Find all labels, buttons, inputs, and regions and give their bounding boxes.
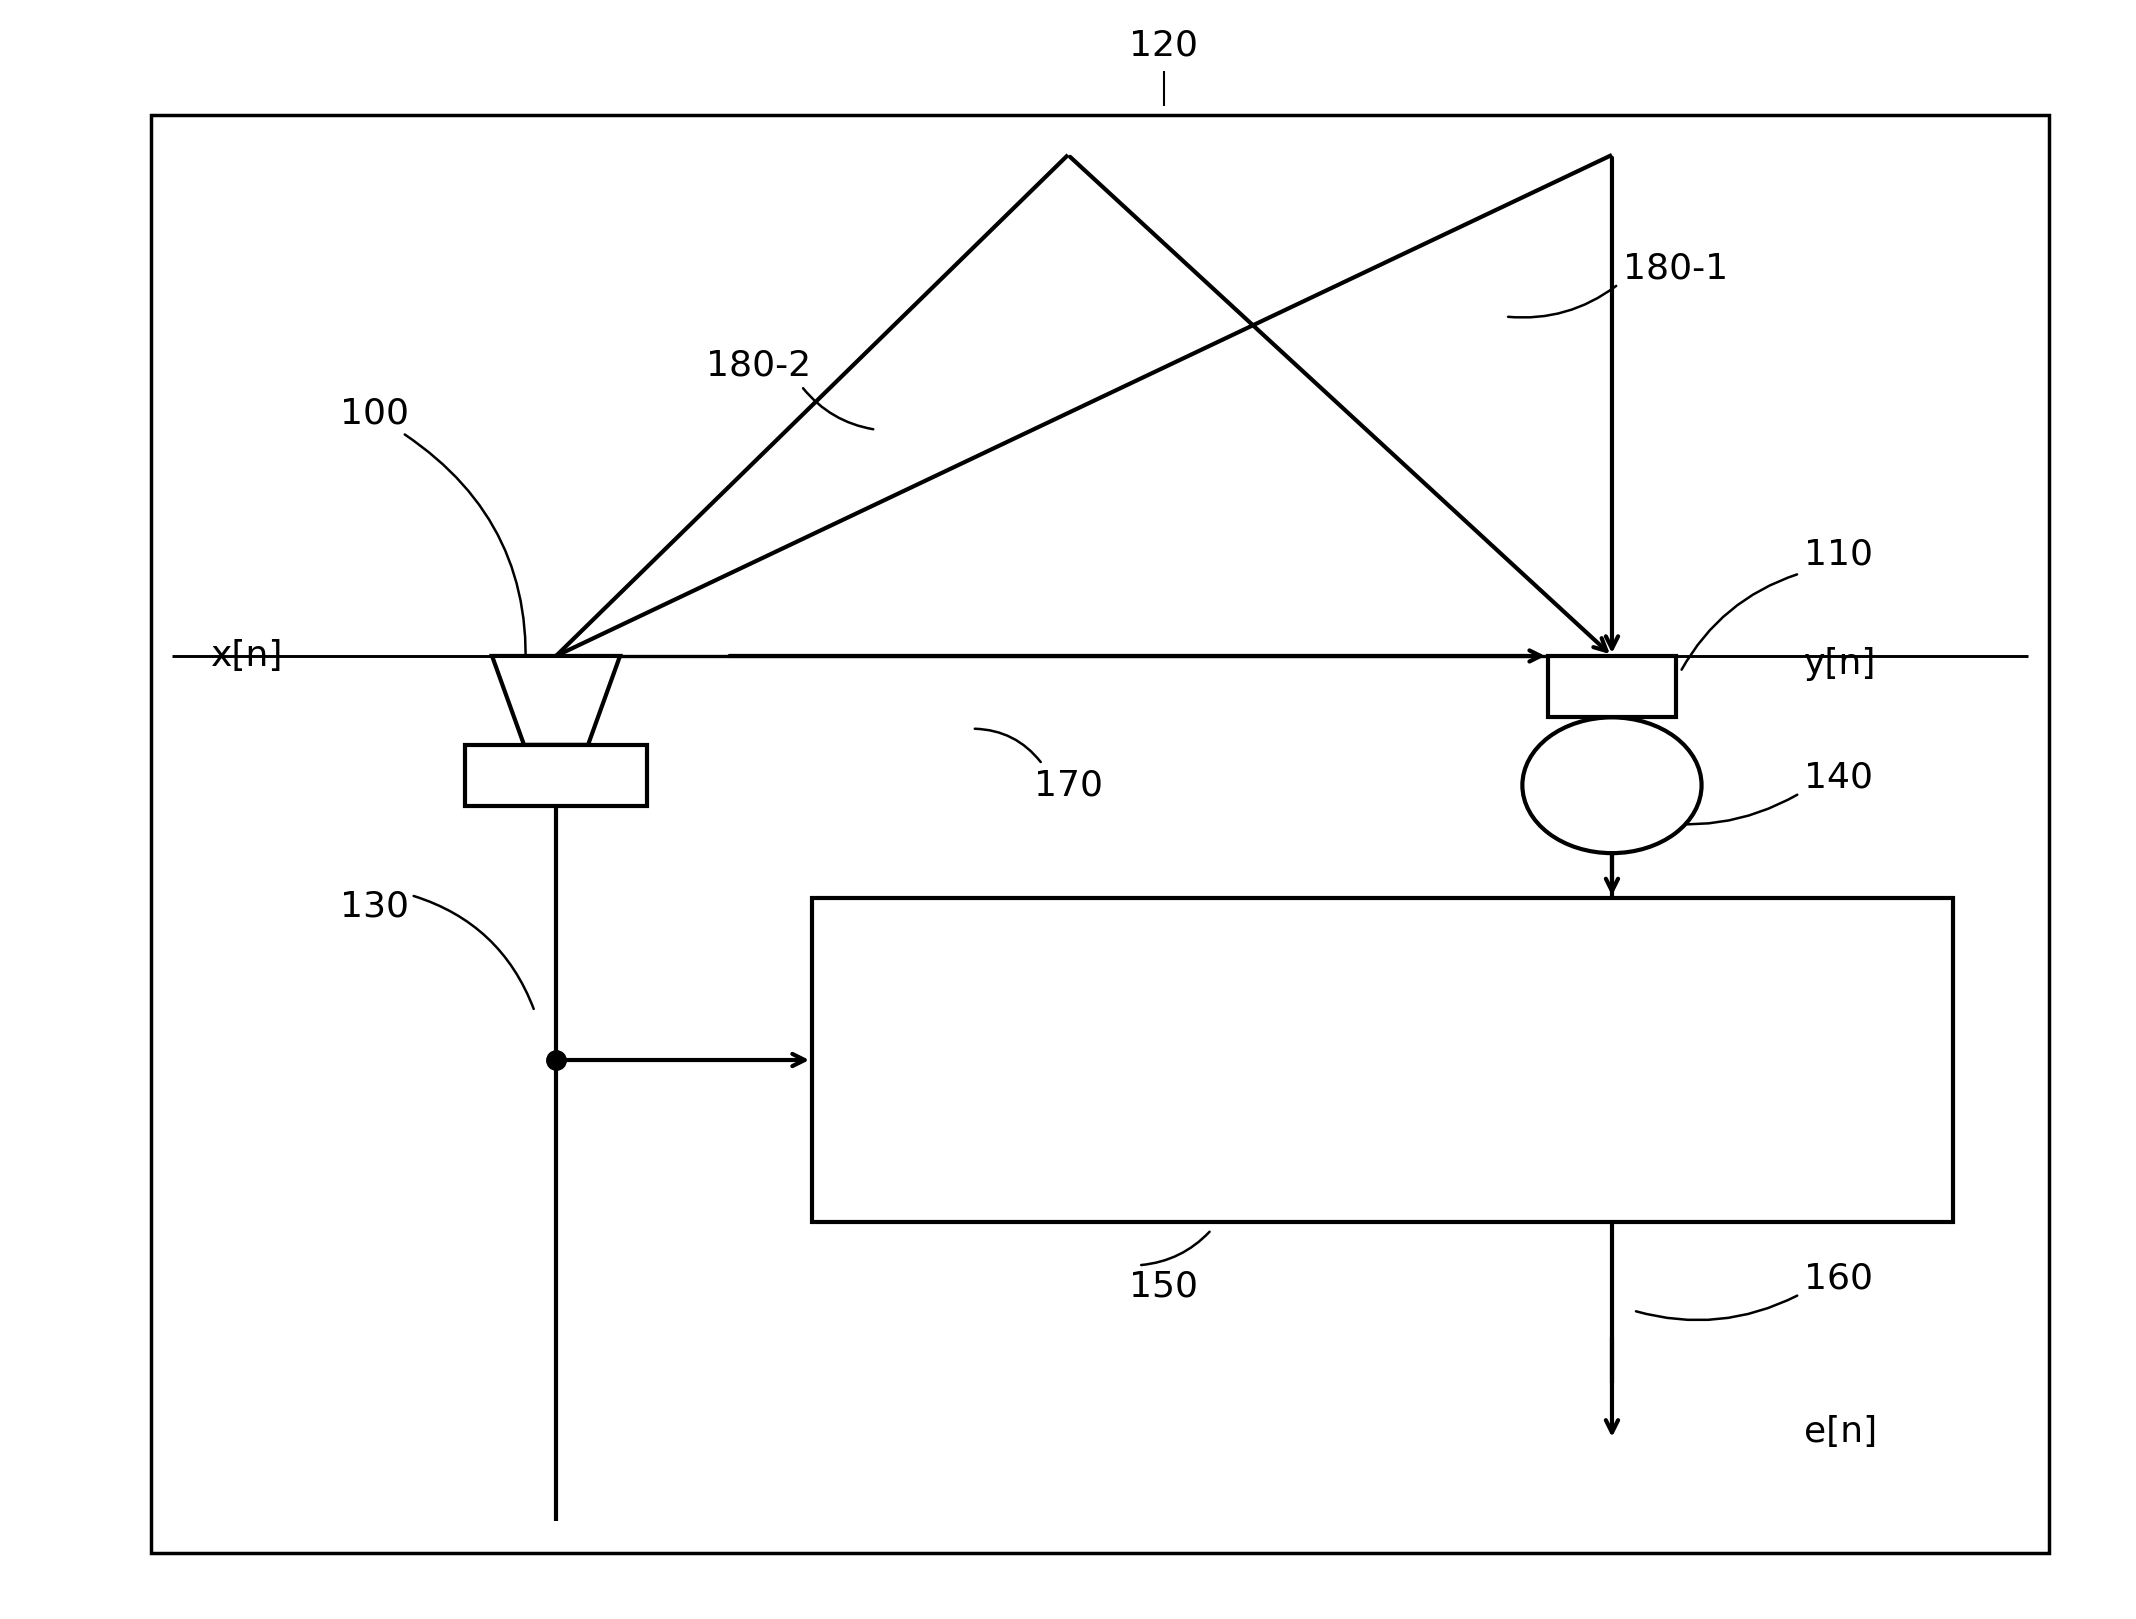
Text: 130: 130 <box>340 889 410 923</box>
Text: y[n]: y[n] <box>1805 648 1875 682</box>
Polygon shape <box>491 656 619 745</box>
Bar <box>812 899 1952 1222</box>
Text: 110: 110 <box>1805 538 1873 572</box>
Text: 150: 150 <box>1130 1269 1198 1303</box>
Bar <box>152 115 2048 1553</box>
Text: 180-2: 180-2 <box>707 348 812 382</box>
Text: 100: 100 <box>340 397 410 431</box>
Text: 180-1: 180-1 <box>1623 251 1728 285</box>
Text: 140: 140 <box>1805 761 1873 795</box>
Text: 120: 120 <box>1130 29 1198 63</box>
Text: x[n]: x[n] <box>211 640 282 674</box>
Bar <box>1549 656 1677 717</box>
Text: e[n]: e[n] <box>1805 1415 1878 1449</box>
Bar <box>466 745 647 806</box>
Circle shape <box>1523 717 1702 853</box>
Text: 160: 160 <box>1805 1261 1873 1295</box>
Text: 170: 170 <box>1034 769 1102 803</box>
